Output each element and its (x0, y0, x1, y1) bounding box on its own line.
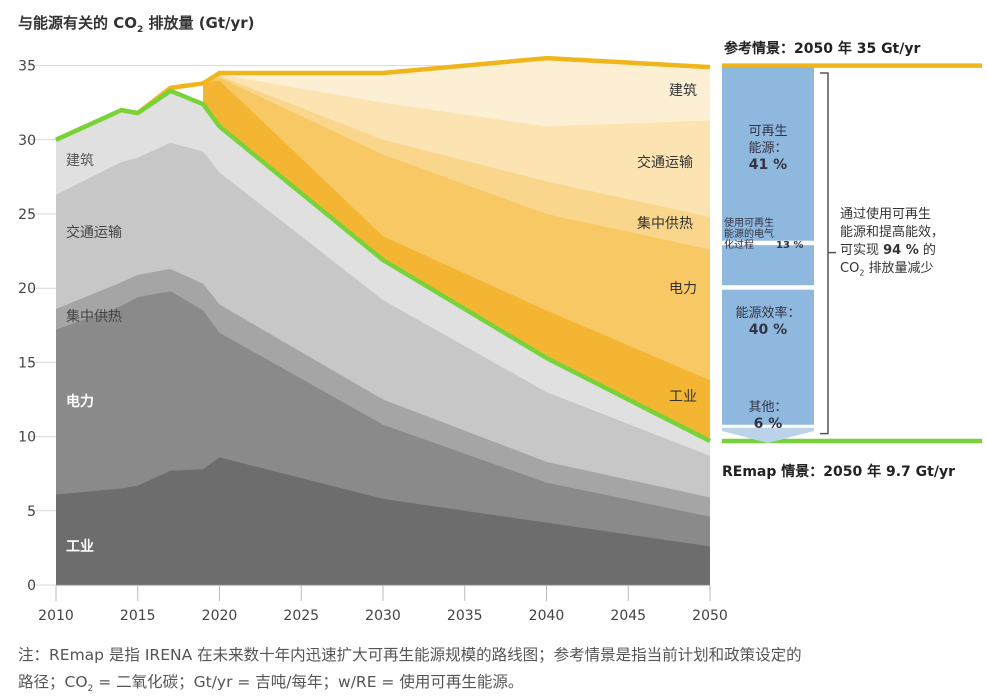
right-label-transport: 交通运输 (637, 155, 693, 171)
x-tick-label: 2010 (38, 608, 74, 624)
left-label-transport: 交通运输 (66, 225, 122, 241)
bar-segment-3 (722, 427, 814, 444)
footnote-line-1: 注：REmap 是指 IRENA 在未来数十年内迅速扩大可再生能源规模的路线图；… (18, 646, 802, 664)
y-tick-label: 25 (18, 207, 36, 223)
right-label-district-heat: 集中供热 (637, 216, 693, 232)
right-label-buildings: 建筑 (669, 83, 697, 99)
bar-segment-0 (722, 67, 814, 241)
reference-scenario-label: 参考情景：2050 年 35 Gt/yr (724, 41, 921, 57)
x-tick-label: 2035 (447, 608, 483, 624)
y-tick-label: 10 (18, 430, 36, 446)
gray-area-0 (56, 457, 710, 585)
x-tick-label: 2025 (283, 608, 319, 624)
y-tick-label: 0 (27, 578, 36, 594)
yellow-area-0 (203, 80, 710, 442)
x-tick-label: 2020 (202, 608, 238, 624)
reduction-callout: 通过使用可再生 能源和提高能效， 可实现 94 % 的 CO2 排放量减少 (840, 207, 945, 278)
x-tick-label: 2050 (692, 608, 728, 624)
y-tick-label: 35 (18, 59, 36, 75)
y-tick-label: 15 (18, 355, 36, 371)
bar-renewables-text: 可再生 能源： 41 % (748, 124, 788, 173)
remap-scenario-line (55, 88, 712, 444)
left-label-industry: 工业 (66, 539, 94, 555)
bar-other-text: 其他： 6 % (748, 400, 788, 432)
x-tick-label: 2030 (365, 608, 401, 624)
bar-electrification-text: 使用可再生 能源的电气 化过程 13 % (724, 218, 804, 251)
bar-efficiency-text: 能源效率： 40 % (735, 306, 801, 338)
chart-title: 与能源有关的 CO2 排放量 (Gt/yr) (18, 14, 255, 35)
x-tick-label: 2015 (120, 608, 156, 624)
left-label-buildings: 建筑 (66, 153, 94, 169)
bar-segment-1 (722, 245, 814, 286)
x-tick-label: 2045 (610, 608, 646, 624)
right-label-industry: 工业 (669, 389, 697, 405)
right-label-power: 电力 (669, 281, 697, 297)
footnote-line-2: 路径；CO2 = 二氧化碳；Gt/yr = 吉吨/每年；w/RE = 使用可再生… (18, 673, 524, 695)
left-label-district-heat: 集中供热 (66, 309, 122, 325)
y-tick-label: 5 (27, 504, 36, 520)
y-tick-label: 30 (18, 133, 36, 149)
brace-icon (820, 72, 829, 435)
remap-scenario-label: REmap 情景：2050 年 9.7 Gt/yr (722, 464, 955, 480)
y-tick-label: 20 (18, 281, 36, 297)
x-tick-label: 2040 (529, 608, 565, 624)
left-label-power: 电力 (66, 394, 94, 410)
bar-segment-2 (722, 289, 814, 425)
